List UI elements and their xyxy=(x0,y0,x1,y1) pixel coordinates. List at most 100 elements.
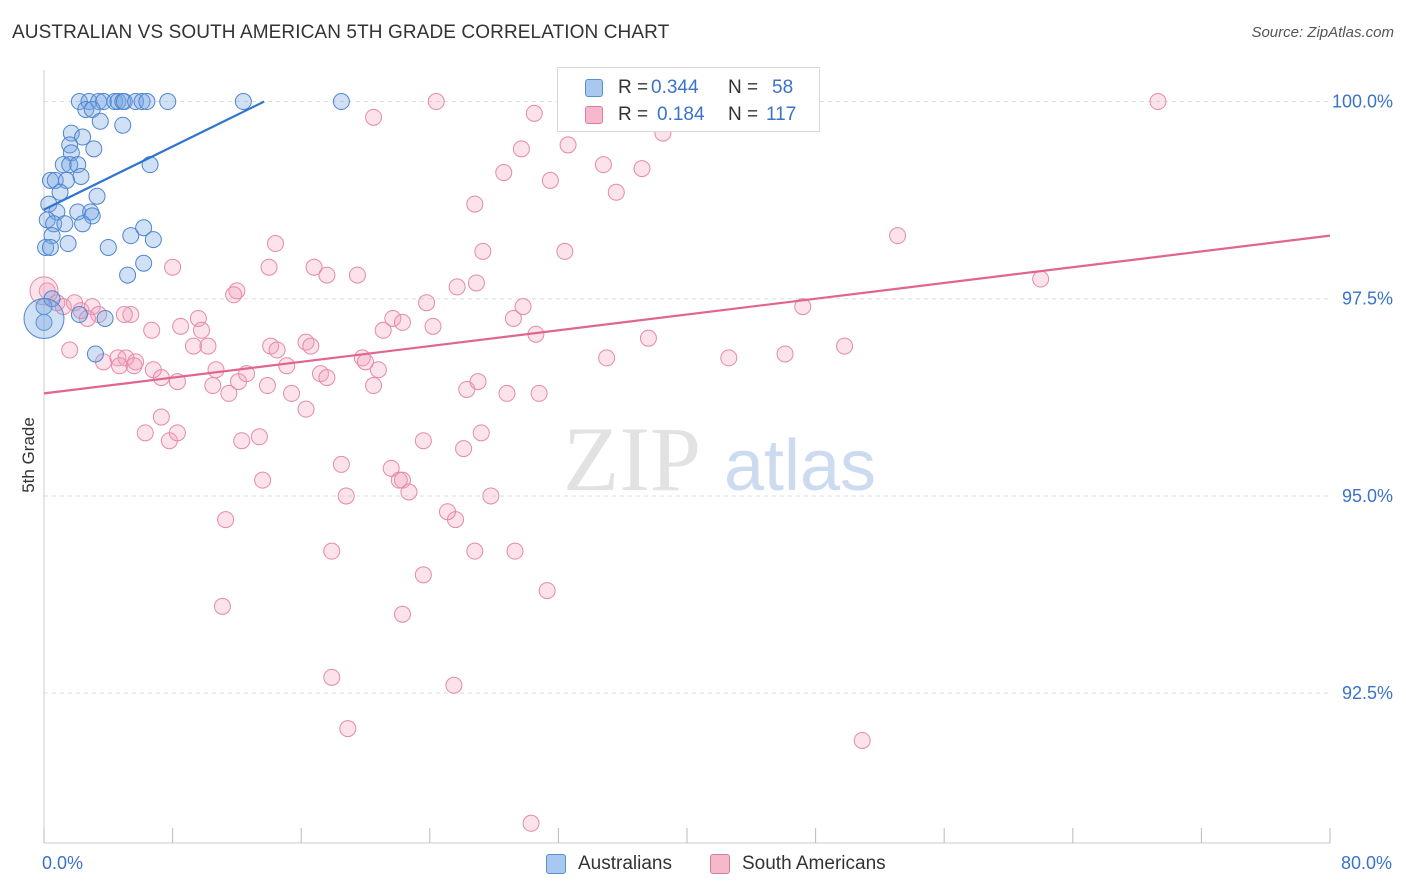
south-americans-point xyxy=(374,321,392,339)
south-americans-point xyxy=(365,108,383,126)
australians-point xyxy=(37,238,55,256)
south-americans-point xyxy=(448,278,466,296)
south-americans-point xyxy=(136,424,154,442)
south-americans-point xyxy=(506,542,524,560)
australians-point xyxy=(96,309,114,327)
south-americans-point xyxy=(889,227,907,245)
south-americans-point xyxy=(365,377,383,395)
australians-point xyxy=(74,215,92,233)
legend-n-value: 117 xyxy=(766,104,797,125)
australians-point xyxy=(109,93,127,111)
australians-point xyxy=(91,112,109,130)
south-americans-point xyxy=(418,294,436,312)
south-americans-point xyxy=(184,337,202,355)
south-americans-point xyxy=(250,428,268,446)
south-americans-point xyxy=(318,266,336,284)
south-americans-point xyxy=(1149,93,1167,111)
south-americans-point xyxy=(323,542,341,560)
series-label-australians: Australians xyxy=(578,853,672,874)
australians-point xyxy=(23,297,65,339)
watermark-zip: ZIP xyxy=(563,408,701,510)
south-americans-point xyxy=(78,309,96,327)
south-americans-point xyxy=(199,337,217,355)
south-americans-point xyxy=(469,373,487,391)
series-legend: Australians South Americans xyxy=(0,852,1406,878)
australians-point xyxy=(133,93,151,111)
south-americans-point xyxy=(207,361,225,379)
legend-row-south-americans: R = 0.184 N = 117 xyxy=(558,100,819,128)
south-americans-point xyxy=(204,377,222,395)
south-americans-point xyxy=(495,164,513,182)
south-americans-point xyxy=(427,93,445,111)
australians-point xyxy=(119,266,137,284)
south-americans-point xyxy=(541,171,559,189)
axes xyxy=(43,70,1331,844)
south-americans-point xyxy=(512,140,530,158)
south-americans-point xyxy=(538,582,556,600)
legend-r-value: 0.184 xyxy=(657,104,705,125)
south-americans-point xyxy=(776,345,794,363)
south-americans-point xyxy=(172,317,190,335)
south-americans-point xyxy=(115,306,133,324)
australians-point xyxy=(86,345,104,363)
south-americans-point xyxy=(225,286,243,304)
south-americans-point xyxy=(323,668,341,686)
south-americans-point xyxy=(466,542,484,560)
source-credit: Source: ZipAtlas.com xyxy=(1251,24,1394,41)
series-swatch-south-americans xyxy=(710,854,730,874)
south-americans-point xyxy=(559,136,577,154)
south-americans-point xyxy=(61,341,79,359)
south-americans-point xyxy=(836,337,854,355)
south-americans-point xyxy=(152,408,170,426)
south-americans-point xyxy=(164,258,182,276)
south-americans-point xyxy=(111,357,129,375)
correlation-legend: R = 0.344 N = 58 R = 0.184 N = 117 xyxy=(557,67,820,132)
south-americans-point xyxy=(233,432,251,450)
australians-point xyxy=(332,93,350,111)
south-americans-point xyxy=(400,483,418,501)
south-americans-point xyxy=(369,361,387,379)
australians-point xyxy=(72,167,90,185)
south-americans-point xyxy=(794,298,812,316)
australians-point xyxy=(141,156,159,174)
south-americans-point xyxy=(258,377,276,395)
australians-point xyxy=(144,231,162,249)
south-americans-point xyxy=(384,309,402,327)
legend-row-australians: R = 0.344 N = 58 xyxy=(558,73,819,101)
gridlines xyxy=(44,101,1330,694)
south-americans-point xyxy=(514,298,532,316)
south-americans-point xyxy=(254,471,272,489)
south-americans-point xyxy=(348,266,366,284)
south-americans-point xyxy=(455,440,473,458)
south-americans-point xyxy=(525,104,543,122)
tick-labels: 100.0% 97.5% 95.0% 92.5% 0.0% 80.0% xyxy=(42,92,1393,873)
legend-n-label: N = xyxy=(728,104,759,125)
legend-n-value: 58 xyxy=(772,77,794,98)
south-americans-point xyxy=(472,424,490,442)
south-americans-point xyxy=(266,235,284,253)
south-americans-point xyxy=(193,321,211,339)
south-americans-point xyxy=(278,357,296,375)
south-americans-point xyxy=(143,321,161,339)
series-label-south-americans: South Americans xyxy=(742,853,886,874)
south-americans-point xyxy=(720,349,738,367)
south-americans-point xyxy=(556,242,574,260)
south-americans-point xyxy=(29,276,59,306)
chart-title: AUSTRALIAN VS SOUTH AMERICAN 5TH GRADE C… xyxy=(12,22,670,43)
legend-r-label: R = xyxy=(618,104,649,125)
australians-point xyxy=(41,238,59,256)
australians-point xyxy=(159,93,177,111)
south-americans-point xyxy=(607,183,625,201)
south-americans-point xyxy=(424,317,442,335)
south-americans-point xyxy=(466,195,484,213)
south-americans-point xyxy=(213,597,231,615)
south-americans-point xyxy=(504,309,522,327)
south-americans-point xyxy=(122,306,140,324)
south-americans-point xyxy=(594,156,612,174)
south-americans-point xyxy=(382,459,400,477)
australians-point xyxy=(88,187,106,205)
south-americans-point xyxy=(390,471,408,489)
south-americans-points xyxy=(29,93,1167,832)
south-americans-point xyxy=(297,400,315,418)
